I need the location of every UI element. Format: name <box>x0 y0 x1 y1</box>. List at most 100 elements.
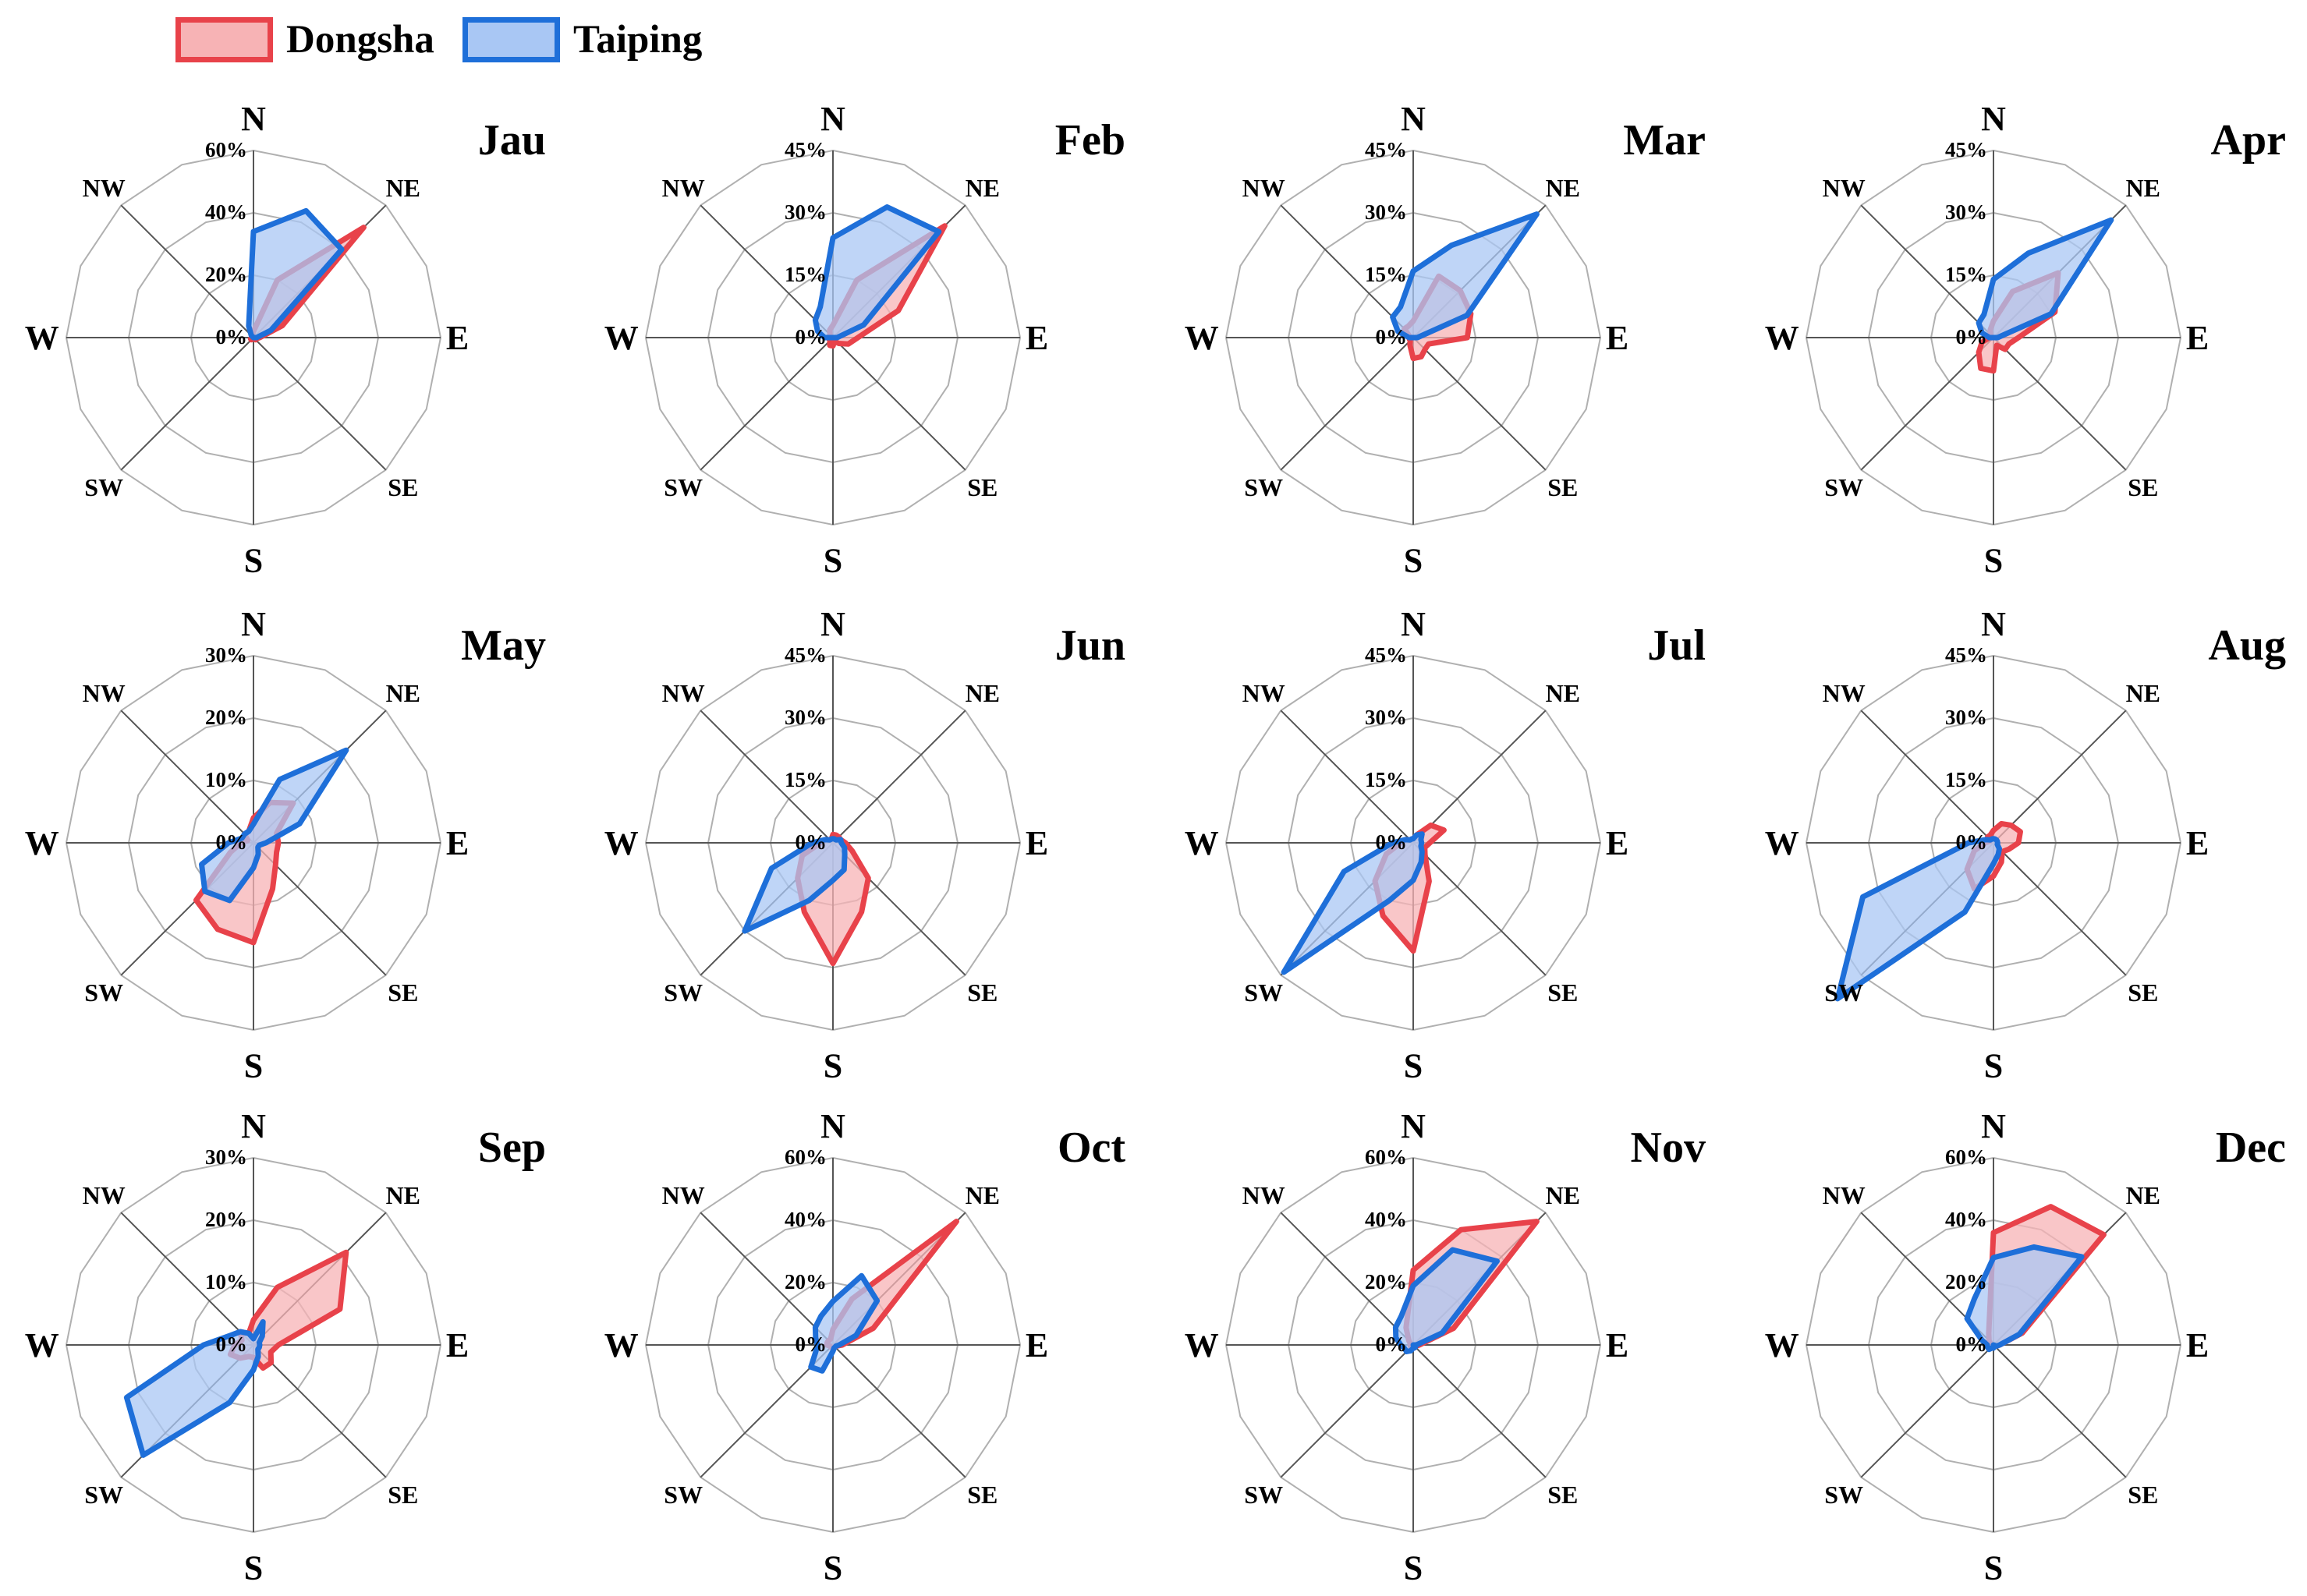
direction-label-sw: SW <box>1244 473 1283 501</box>
radial-tick-label: 0% <box>1376 1332 1408 1356</box>
radial-tick-label: 30% <box>205 643 247 667</box>
direction-label-nw: NW <box>83 174 126 202</box>
direction-label-sw: SW <box>664 978 703 1007</box>
month-title-nov: Nov <box>1631 1124 1706 1172</box>
month-title-may: May <box>461 621 546 670</box>
direction-label-n: N <box>1981 100 2006 138</box>
direction-label-w: W <box>604 319 639 357</box>
radial-tick-label: 45% <box>785 643 827 667</box>
radial-tick-label: 0% <box>796 830 827 854</box>
direction-label-s: S <box>1404 542 1423 580</box>
direction-label-se: SE <box>2128 1481 2158 1509</box>
direction-label-ne: NE <box>1546 679 1580 707</box>
radial-tick-label: 10% <box>205 768 247 791</box>
grid-spoke <box>1280 1212 1414 1346</box>
series-taiping-mar <box>1390 211 1540 341</box>
radial-tick-label: 45% <box>785 138 827 161</box>
series-taiping-jul <box>1281 831 1425 975</box>
radial-tick-label: 45% <box>1945 138 1987 161</box>
legend-label-taiping: Taiping <box>573 18 703 62</box>
direction-label-w: W <box>1185 1326 1219 1364</box>
direction-label-ne: NE <box>1546 1181 1580 1209</box>
direction-label-sw: SW <box>664 473 703 501</box>
series-taiping-jun <box>742 836 848 934</box>
month-title-feb: Feb <box>1055 116 1125 165</box>
grid-spoke <box>1860 337 1994 471</box>
month-title-oct: Oct <box>1058 1124 1125 1172</box>
wind-rose-jul: 0% 15% 30% 45%N NE E SE S SW W NW Jul <box>1185 605 1706 1085</box>
grid-spoke <box>1993 710 2127 844</box>
grid-spoke <box>120 204 254 338</box>
direction-label-ne: NE <box>386 679 420 707</box>
direction-label-se: SE <box>1547 978 1578 1007</box>
radial-tick-label: 20% <box>1365 1270 1407 1293</box>
grid-spoke <box>1993 842 2127 976</box>
grid-spoke <box>253 337 387 471</box>
radial-tick-label: 15% <box>1365 263 1407 286</box>
wind-rose-dec: 0% 20% 40% 60%N NE E SE S SW W NW Dec <box>1765 1107 2286 1587</box>
direction-label-sw: SW <box>1824 1481 1863 1509</box>
radial-tick-label: 30% <box>785 200 827 224</box>
direction-label-w: W <box>604 1326 639 1364</box>
direction-label-s: S <box>824 542 842 580</box>
month-title-dec: Dec <box>2216 1124 2286 1172</box>
radial-tick-label: 0% <box>216 830 248 854</box>
radial-tick-label: 45% <box>1945 643 1987 667</box>
wind-rose-feb: 0% 15% 30% 45%N NE E SE S SW W NW Feb <box>604 100 1125 579</box>
direction-label-se: SE <box>967 473 998 501</box>
series-taiping-may <box>199 747 349 904</box>
direction-label-se: SE <box>967 1481 998 1509</box>
radial-tick-label: 40% <box>785 1208 827 1231</box>
month-title-sep: Sep <box>478 1124 546 1172</box>
direction-label-n: N <box>1401 1107 1426 1145</box>
grid-spoke <box>1860 710 1994 844</box>
legend-swatch-taiping <box>462 17 560 62</box>
month-title-jau: Jau <box>478 116 546 165</box>
direction-label-n: N <box>1981 1107 2006 1145</box>
direction-label-n: N <box>820 1107 845 1145</box>
direction-label-ne: NE <box>966 679 1000 707</box>
radial-tick-label: 10% <box>205 1270 247 1293</box>
direction-label-sw: SW <box>84 978 123 1007</box>
direction-label-w: W <box>1765 1326 1799 1364</box>
direction-label-e: E <box>2186 824 2209 862</box>
direction-label-n: N <box>1401 100 1426 138</box>
grid-spoke <box>1412 1344 1547 1478</box>
direction-label-w: W <box>1765 319 1799 357</box>
direction-label-e: E <box>1606 1326 1628 1364</box>
direction-label-ne: NE <box>2126 174 2160 202</box>
radial-tick-label: 40% <box>1365 1208 1407 1231</box>
grid-spoke <box>700 710 834 844</box>
grid-spoke <box>1412 337 1547 471</box>
radial-tick-label: 30% <box>205 1145 247 1169</box>
direction-label-s: S <box>824 1047 842 1085</box>
grid-spoke <box>832 710 966 844</box>
direction-label-e: E <box>1026 319 1048 357</box>
grid-spoke <box>1860 1344 1994 1478</box>
direction-label-ne: NE <box>966 174 1000 202</box>
direction-label-s: S <box>824 1549 842 1587</box>
direction-label-ne: NE <box>386 174 420 202</box>
radial-tick-label: 0% <box>1956 325 1988 349</box>
direction-label-nw: NW <box>1242 174 1285 202</box>
wind-rose-apr: 0% 15% 30% 45%N NE E SE S SW W NW Apr <box>1765 100 2286 579</box>
radial-tick-label: 60% <box>205 138 247 161</box>
direction-label-n: N <box>1401 605 1426 643</box>
month-title-jul: Jul <box>1647 621 1706 670</box>
direction-label-ne: NE <box>2126 679 2160 707</box>
radial-tick-label: 60% <box>1365 1145 1407 1169</box>
radial-tick-label: 20% <box>205 263 247 286</box>
grid-spoke <box>253 1344 387 1478</box>
radial-tick-label: 20% <box>1945 1270 1987 1293</box>
grid-spoke <box>1860 204 1994 338</box>
radial-tick-label: 20% <box>785 1270 827 1293</box>
legend-swatch-dongsha <box>175 17 273 62</box>
direction-label-se: SE <box>2128 978 2158 1007</box>
radial-tick-label: 15% <box>1365 768 1407 791</box>
month-title-jun: Jun <box>1055 621 1125 670</box>
direction-label-e: E <box>1026 824 1048 862</box>
legend-label-dongsha: Dongsha <box>286 18 434 62</box>
radial-tick-label: 30% <box>1945 200 1987 224</box>
radial-tick-label: 0% <box>1376 325 1408 349</box>
direction-label-e: E <box>2186 319 2209 357</box>
